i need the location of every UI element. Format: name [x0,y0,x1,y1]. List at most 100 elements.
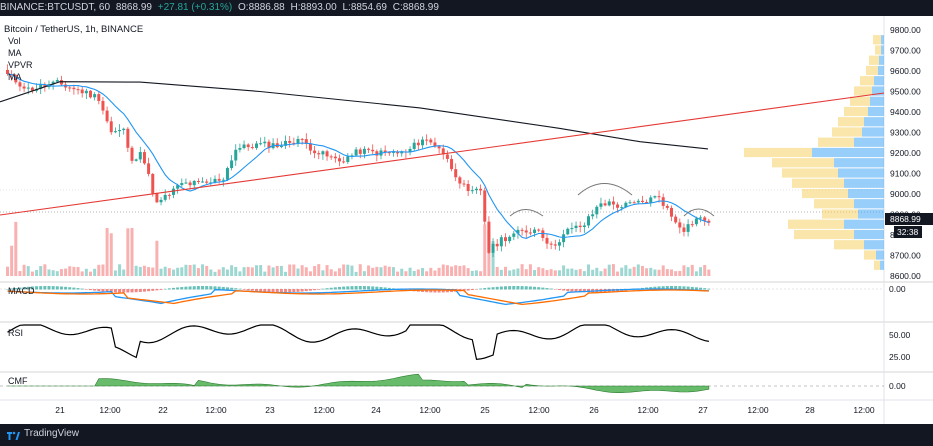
volume-bar [255,265,258,276]
rsi-line[interactable] [7,324,710,360]
cmf-pane-label[interactable]: CMF [8,376,28,386]
macd-histogram-bar [508,286,512,290]
candle-body [574,225,578,229]
indicator-label-ma[interactable]: MA [8,48,22,58]
candlestick-series[interactable] [6,64,711,257]
vp-row-up [874,76,884,86]
volume-bar [113,270,117,276]
macd-histogram-bar [18,287,22,290]
volume-bar [275,265,279,276]
vp-row-down [844,106,868,117]
volume-bar [603,268,607,276]
last-price-tag: 8868.99 [890,214,921,224]
macd-histogram-bar [246,289,250,291]
volume-bar [296,268,300,276]
rsi-pane-label[interactable]: RSI [8,328,24,338]
vp-row-up [868,106,884,117]
macd-histogram-bar [89,289,92,291]
macd-histogram-bar [304,289,308,292]
macd-histogram-bar [39,286,43,290]
vp-row-down [822,209,858,219]
low-label: L: [342,2,351,13]
price-axis[interactable]: 9800.00 9700.00 9600.00 9500.00 9400.00 9300.… [890,25,921,281]
candle-body [109,121,113,133]
candle-body [142,152,146,164]
cmf-area[interactable] [7,373,710,393]
time-axis[interactable]: 21 12:00 22 12:00 23 12:00 24 12:00 25 12:00 26 12:… [55,405,875,415]
volume-bar [578,269,582,276]
volume-bar [279,265,283,276]
candle-body [462,183,466,185]
volume-bar [454,265,458,276]
volume-bar [450,266,454,276]
candle-body [541,230,545,238]
candle-body [479,188,483,191]
candle-body [39,84,43,89]
macd-histogram-bar [499,286,503,290]
macd-signal-line[interactable] [7,289,709,306]
candle-body [59,80,63,85]
vp-row-up [876,250,884,260]
macd-histogram-bar [533,286,537,290]
macd-histogram-bar [105,289,109,292]
vp-row-down [838,117,864,127]
candle-body [296,138,300,144]
candle-body [43,84,47,88]
top-status-bar: BINANCE:BTCUSDT, 60 8868.99 +27.81 (+0.3… [0,0,933,16]
price-axis-label: 9000.00 [890,189,921,199]
volume-bar [645,268,649,276]
macd-histogram-bar [163,288,167,290]
indicator-label-vpvr[interactable]: VPVR [8,60,33,70]
candle-body [533,229,537,234]
ma-fast-line[interactable] [7,73,710,239]
indicator-label-vol[interactable]: Vol [8,36,21,46]
volume-bar [474,270,478,276]
candle-body [242,144,246,149]
volume-bar [101,264,105,276]
tradingview-logo-icon[interactable] [6,429,20,441]
macd-histogram-bar [474,289,478,290]
arc-drawing[interactable] [683,208,715,217]
chart-canvas[interactable]: 9800.00 9700.00 9600.00 9500.00 9400.00 9300.… [0,16,933,424]
candle-body [358,149,362,154]
candle-body [383,150,387,153]
macd-histogram-bar [707,288,711,290]
volume-bar [445,265,449,276]
arc-drawing[interactable] [509,209,544,217]
macd-histogram-bar [35,286,39,290]
macd-histogram-bar [30,286,34,290]
trendline[interactable] [0,92,885,216]
volume-bar [458,265,462,276]
candle-body [454,169,458,178]
volume-bar [155,240,159,276]
volume-bar [238,271,242,276]
volume-bar [607,264,611,276]
candle-body [300,138,304,140]
time-axis-label: 26 [589,405,599,415]
macd-histogram-bar [263,289,267,292]
volume-bar [682,265,686,276]
last-price-tag-bg [885,213,933,225]
volume-bar [6,266,9,276]
brand-name[interactable]: TradingView [24,428,80,439]
macd-histogram-bar [703,288,707,290]
macd-histogram-bar [126,289,130,293]
volume-bar [26,266,30,276]
macd-pane-label[interactable]: MACD [8,286,35,296]
candle-body [255,143,258,148]
volume-bar [234,266,238,276]
candle-body [387,152,391,154]
macd-histogram-bar [686,286,690,290]
indicator-label-ma-2[interactable]: MA [8,72,22,82]
volume-bar [68,266,72,276]
candle-body [350,155,354,157]
time-axis-label: 27 [698,405,708,415]
macd-line[interactable] [7,288,709,306]
candle-body [470,190,474,192]
arc-drawing[interactable] [577,183,633,196]
candle-body [391,151,395,153]
candle-body [487,221,491,253]
ma-slow-line[interactable] [0,81,709,150]
symbol-label[interactable]: BINANCE:BTCUSDT, 60 [0,2,111,13]
volume-bar [437,267,441,276]
